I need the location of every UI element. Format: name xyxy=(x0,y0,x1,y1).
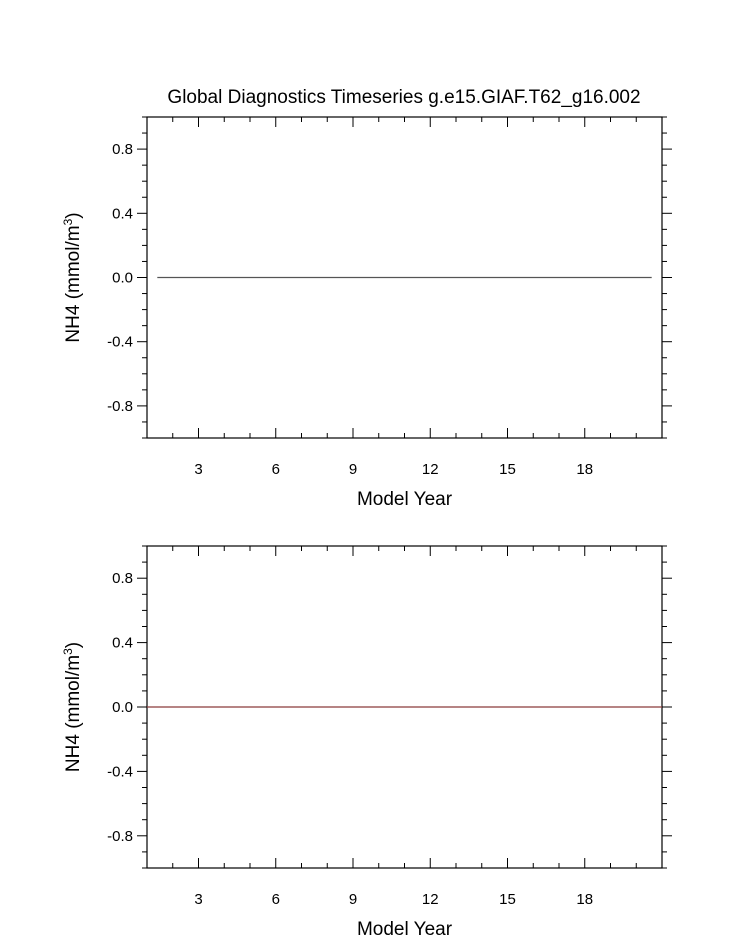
y-tick-label: -0.4 xyxy=(107,763,133,780)
x-tick-label: 12 xyxy=(422,891,439,908)
x-tick-label: 3 xyxy=(194,891,202,908)
y-tick-label: 0.0 xyxy=(112,699,133,716)
bottom-panel: 3 6 9 12 15 18 0.8 0.4 0.0 -0.4 -0.8 Model Year NH4 … xyxy=(61,545,672,940)
top-panel: 3 6 9 12 15 18 0.8 0.4 0.0 -0.4 -0.8 Model Year NH4 … xyxy=(61,116,672,510)
y-axis-label: NH4 (mmol/m3) xyxy=(61,212,84,342)
y-tick-label: 0.0 xyxy=(112,270,133,287)
y-tick-label: 0.4 xyxy=(112,635,133,652)
x-tick-label: 6 xyxy=(272,461,280,478)
x-tick-label: 18 xyxy=(576,891,593,908)
x-tick-label: 12 xyxy=(422,461,439,478)
x-tick-label: 6 xyxy=(272,891,280,908)
y-tick-label: -0.8 xyxy=(107,828,133,845)
y-axis-label: NH4 (mmol/m3) xyxy=(61,642,84,772)
x-tick-label: 15 xyxy=(499,891,516,908)
x-tick-label: 3 xyxy=(194,461,202,478)
x-axis-label: Model Year xyxy=(357,489,453,510)
y-tick-label: 0.8 xyxy=(112,570,133,587)
y-tick-label: -0.4 xyxy=(107,334,133,351)
y-tick-label: 0.8 xyxy=(112,141,133,158)
x-tick-label: 9 xyxy=(349,461,357,478)
y-tick-label: -0.8 xyxy=(107,398,133,415)
x-tick-label: 15 xyxy=(499,461,516,478)
chart-title: Global Diagnostics Timeseries g.e15.GIAF… xyxy=(167,87,640,108)
x-axis-label: Model Year xyxy=(357,919,453,940)
x-tick-label: 9 xyxy=(349,891,357,908)
x-tick-label: 18 xyxy=(576,461,593,478)
y-tick-label: 0.4 xyxy=(112,205,133,222)
